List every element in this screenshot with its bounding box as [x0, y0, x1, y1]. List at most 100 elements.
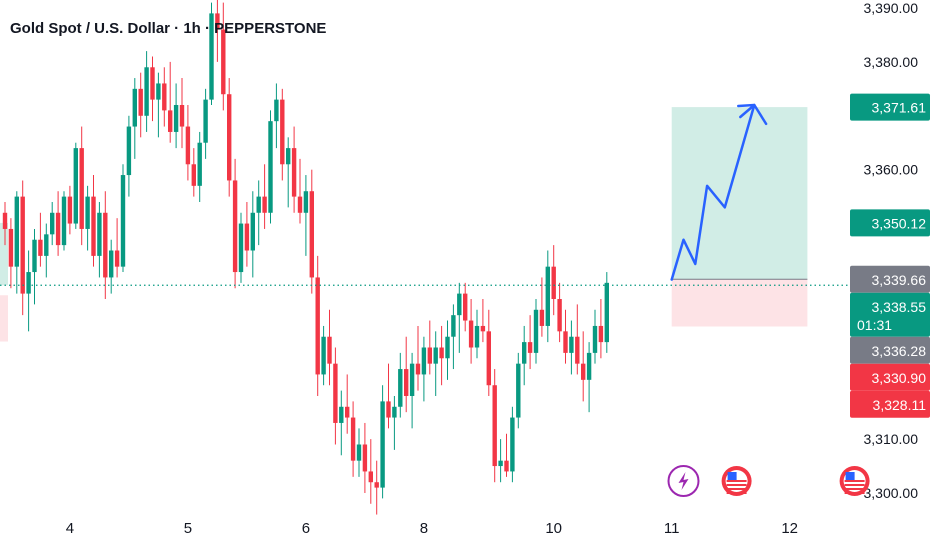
candle-body — [221, 29, 226, 95]
candle-body — [156, 83, 161, 100]
candle-body — [227, 94, 232, 181]
candle-body — [333, 363, 338, 423]
price-badge-label: 3,336.28 — [872, 343, 927, 359]
price-badge-label: 3,330.90 — [872, 370, 927, 386]
candles — [2, 0, 609, 515]
price-badge — [850, 390, 930, 418]
lightning-event-icon-bolt — [678, 472, 689, 490]
candle-body — [439, 347, 444, 359]
us-flag-event-icon — [721, 466, 752, 496]
candle-body — [61, 196, 67, 246]
candle-body — [138, 88, 143, 116]
candle-body — [32, 239, 37, 273]
candle-body — [179, 105, 185, 127]
candle-body — [109, 250, 114, 278]
chart-overlay — [0, 103, 848, 286]
candle-body — [26, 272, 31, 294]
candle-body — [120, 175, 126, 267]
lightning-event-icon — [667, 465, 700, 497]
left-stop-zone — [0, 295, 8, 342]
candle-body — [586, 352, 592, 380]
candle-body — [209, 13, 214, 100]
time-tick-label: 4 — [66, 520, 74, 537]
candle-body — [345, 406, 350, 418]
candle-body — [67, 196, 73, 224]
candle-body — [232, 180, 238, 273]
candle-body — [504, 460, 509, 472]
candle-body — [398, 369, 403, 407]
price-badge — [850, 209, 930, 237]
candle-body — [191, 164, 196, 186]
candle-body — [463, 293, 468, 321]
candle-body — [356, 444, 362, 461]
target-zone — [671, 107, 808, 280]
us-flag-stripe — [844, 492, 865, 494]
candle-body — [280, 99, 285, 165]
candle-body — [362, 444, 368, 472]
price-badge-label: 3,338.55 — [872, 299, 927, 315]
candle-body — [114, 250, 120, 267]
left-target-zone — [0, 222, 8, 286]
candle-body — [215, 13, 220, 30]
price-badge-countdown: 01:31 — [857, 317, 892, 333]
price-badge-label: 3,350.12 — [872, 215, 927, 231]
candle-body — [386, 401, 391, 418]
candle-body — [350, 417, 356, 461]
candle-body — [527, 342, 533, 353]
candle-body — [510, 417, 515, 472]
candle-body — [427, 347, 432, 364]
candle-body — [539, 309, 545, 326]
price-badge — [850, 93, 930, 121]
candle-body — [409, 363, 415, 396]
candle-body — [339, 406, 344, 423]
candle-body — [250, 212, 255, 251]
price-tick-label: 3,300.00 — [864, 485, 919, 501]
candle-body — [291, 148, 297, 197]
candle-body — [480, 325, 486, 332]
candle-body — [50, 212, 55, 235]
candle-body — [262, 196, 267, 213]
candle-body — [126, 126, 132, 176]
candle-body — [238, 223, 244, 273]
price-tick-label: 3,390.00 — [864, 0, 919, 16]
candle-body — [173, 105, 179, 132]
price-badge-label: 3,328.11 — [873, 397, 927, 413]
candle-body — [451, 315, 456, 337]
price-tick-label: 3,380.00 — [864, 54, 919, 70]
price-tick-label: 3,310.00 — [864, 431, 919, 447]
price-badge — [850, 292, 930, 337]
candle-body — [522, 342, 527, 364]
candle-body — [327, 336, 332, 364]
time-axis: 4 5 6 8 10 11 12 — [66, 520, 798, 537]
candle-body — [433, 347, 438, 364]
candle-body — [197, 142, 202, 186]
candle-body — [150, 67, 155, 100]
candle-body — [592, 325, 598, 353]
candle-body — [85, 196, 90, 229]
candle-body — [168, 110, 173, 132]
candle-body — [374, 482, 379, 488]
candle-body — [445, 336, 450, 359]
time-tick-label: 10 — [545, 520, 562, 537]
price-badge-label: 3,371.61 — [872, 100, 927, 116]
candle-body — [533, 309, 539, 353]
us-flag-stripe — [844, 488, 865, 490]
chart-title: Gold Spot / U.S. Dollar · 1h · PEPPERSTO… — [10, 20, 327, 37]
us-flag-canton — [727, 472, 737, 480]
projection-arrowhead — [737, 103, 756, 119]
candle-body — [185, 126, 191, 165]
candle-body — [468, 320, 474, 348]
event-markers — [667, 465, 870, 497]
candle-body — [91, 196, 96, 256]
price-tick-label: 3,360.00 — [864, 162, 919, 178]
us-flag-stripe — [726, 492, 747, 494]
candle-body — [492, 385, 497, 467]
candle-body — [79, 148, 84, 229]
time-tick-label: 6 — [302, 520, 310, 537]
candle-body — [73, 148, 78, 224]
candle-body — [268, 121, 273, 213]
price-badge — [850, 363, 930, 391]
candle-body — [144, 67, 149, 116]
candle-body — [203, 99, 208, 143]
